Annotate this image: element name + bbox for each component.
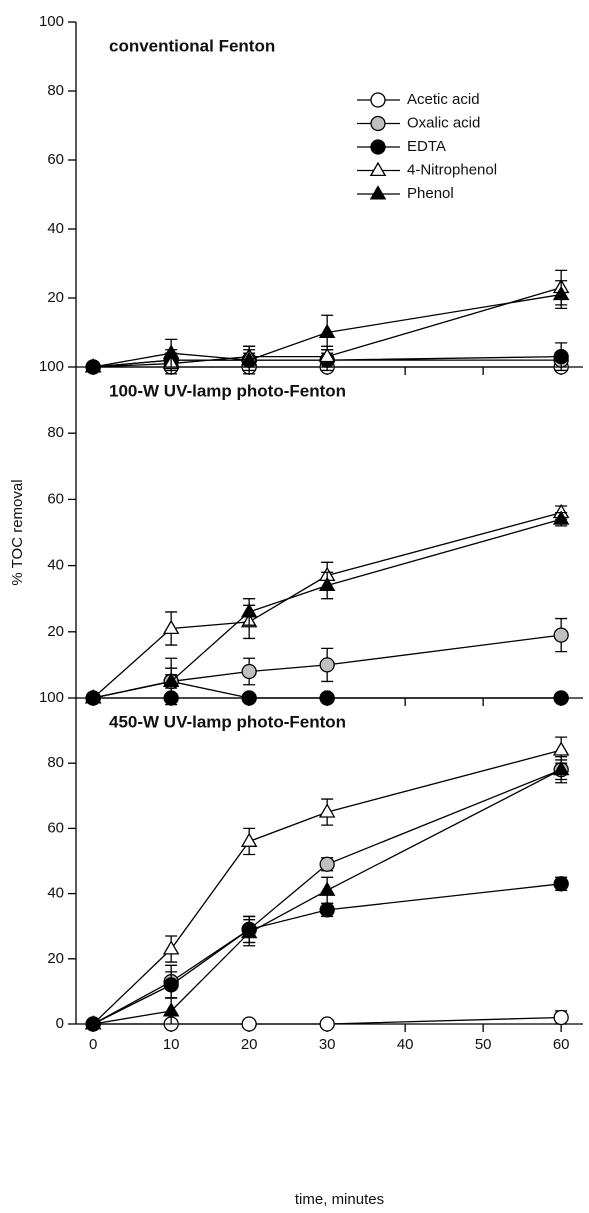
data-point (84, 358, 102, 373)
y-tick-label: 60 (47, 151, 64, 168)
data-point (552, 741, 570, 756)
y-tick-label: 100 (39, 358, 64, 375)
legend-label: Phenol (407, 185, 454, 202)
data-point (319, 690, 335, 706)
x-tick-label: 60 (553, 1036, 570, 1053)
data-point (318, 323, 336, 339)
data-point (553, 627, 569, 643)
data-point (553, 876, 569, 892)
y-tick-label: 40 (47, 557, 64, 574)
y-tick-label: 20 (47, 289, 64, 306)
x-tick-label: 10 (163, 1036, 180, 1053)
x-tick-label: 40 (397, 1036, 414, 1053)
y-axis-label: % TOC removal (9, 479, 26, 585)
y-tick-label: 0 (56, 1015, 64, 1032)
data-point (163, 977, 179, 993)
legend-marker (370, 139, 386, 155)
data-point (319, 856, 335, 872)
y-tick-label: 100 (39, 689, 64, 706)
y-tick-label: 60 (47, 819, 64, 836)
data-point (241, 663, 257, 680)
y-tick-label: 20 (47, 623, 64, 640)
data-point (553, 690, 569, 706)
legend-label: Acetic acid (407, 91, 480, 108)
x-axis-label: time, minutes (295, 1191, 384, 1208)
legend-label: EDTA (407, 138, 446, 155)
data-point (240, 832, 258, 847)
legend-marker (369, 161, 387, 177)
panel-title: conventional Fenton (109, 36, 275, 55)
legend-marker (369, 185, 387, 200)
x-tick-label: 50 (475, 1036, 492, 1053)
data-point (84, 1015, 102, 1030)
data-point (84, 689, 102, 704)
data-point (162, 344, 180, 359)
data-point (240, 351, 258, 366)
data-point (162, 619, 180, 635)
data-point (318, 576, 336, 591)
data-point (318, 347, 336, 363)
data-point (553, 348, 569, 365)
y-tick-label: 40 (47, 885, 64, 902)
data-point (319, 657, 335, 673)
legend-marker (370, 92, 386, 108)
panel-title: 450-W UV-lamp photo-Fenton (109, 712, 346, 731)
data-point (318, 803, 336, 818)
panel-title: 100-W UV-lamp photo-Fenton (109, 381, 346, 400)
data-point (240, 923, 258, 939)
data-point (241, 1016, 257, 1032)
x-tick-label: 30 (319, 1036, 336, 1053)
y-tick-label: 80 (47, 82, 64, 99)
y-tick-label: 80 (47, 754, 64, 771)
data-point (318, 881, 336, 896)
legend-marker (370, 115, 386, 132)
y-tick-label: 80 (47, 424, 64, 441)
data-point (553, 1009, 569, 1026)
data-point (241, 690, 257, 706)
data-point (162, 1002, 180, 1017)
data-point (552, 285, 570, 301)
data-point (552, 510, 570, 525)
data-point (162, 672, 180, 687)
legend-label: 4-Nitrophenol (407, 161, 497, 178)
x-tick-label: 0 (89, 1036, 97, 1053)
y-tick-label: 20 (47, 950, 64, 967)
y-tick-label: 40 (47, 220, 64, 237)
data-point (162, 940, 180, 955)
data-point (319, 902, 335, 918)
data-point (319, 1016, 335, 1032)
data-point (240, 603, 258, 618)
y-tick-label: 100 (39, 13, 64, 30)
y-tick-label: 60 (47, 490, 64, 507)
legend-label: Oxalic acid (407, 114, 480, 131)
data-point (552, 760, 570, 776)
x-tick-label: 20 (241, 1036, 258, 1053)
